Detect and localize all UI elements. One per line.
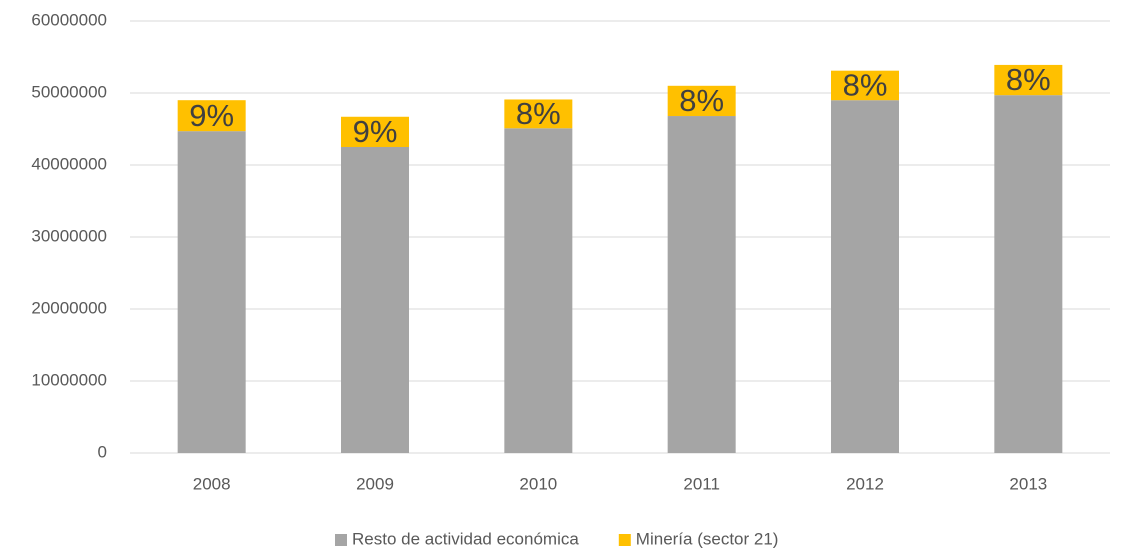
bar-segment: [177, 131, 246, 453]
legend-swatch: [618, 534, 631, 546]
bar-segment: [667, 116, 736, 453]
legend-label: Minería (sector 21): [636, 529, 779, 548]
data-label: 8%: [679, 83, 724, 118]
bar-segment: [831, 70, 899, 101]
data-label: 8%: [516, 96, 561, 131]
x-tick-label: 2008: [193, 474, 231, 493]
x-tick-label: 2011: [683, 474, 720, 493]
data-label: 8%: [843, 68, 888, 103]
legend-swatch: [335, 534, 347, 546]
bar-segment: [177, 100, 246, 132]
y-tick-label: 0: [98, 442, 107, 461]
bar-segment: [667, 85, 736, 117]
legend-label: Resto de actividad económica: [352, 529, 579, 548]
y-tick-label: 10000000: [31, 370, 107, 389]
y-tick-label: 50000000: [31, 82, 107, 101]
bar-segment: [504, 128, 573, 453]
y-tick-label: 40000000: [31, 154, 107, 173]
bar-segment: [341, 147, 409, 453]
y-tick-label: 60000000: [31, 10, 107, 29]
data-label: 9%: [353, 114, 398, 149]
data-label: 9%: [189, 98, 234, 133]
bar-segment: [341, 116, 409, 147]
x-tick-label: 2012: [846, 474, 884, 493]
y-tick-label: 30000000: [31, 226, 107, 245]
x-tick-label: 2009: [356, 474, 394, 493]
bar-segment: [504, 99, 573, 129]
bar-segment: [831, 100, 899, 453]
bar-segment: [994, 95, 1063, 453]
y-tick-label: 20000000: [31, 298, 107, 317]
x-tick-label: 2010: [519, 474, 557, 493]
x-tick-label: 2013: [1009, 474, 1047, 493]
data-label: 8%: [1006, 62, 1051, 97]
bar-segment: [994, 64, 1063, 96]
